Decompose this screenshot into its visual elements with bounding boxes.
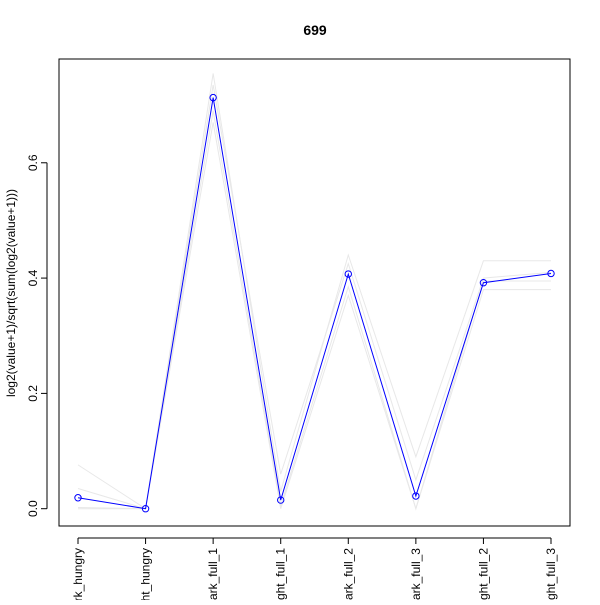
x-tick-label: light_full_3 <box>544 548 558 600</box>
data-point <box>141 505 150 513</box>
data-point <box>209 93 217 102</box>
series-line-main <box>77 97 552 510</box>
x-tick-label: dark_hungry <box>71 548 85 600</box>
plot-frame <box>58 58 571 527</box>
data-point <box>277 496 285 504</box>
y-tick-label: 0.0 <box>26 500 40 517</box>
x-tick-label: light_full_2 <box>476 548 490 600</box>
x-tick-label: dark_full_3 <box>409 548 423 600</box>
data-point <box>479 278 488 287</box>
x-tick-label: dark_full_2 <box>341 548 355 600</box>
y-tick-label: 0.2 <box>26 385 40 402</box>
y-tick-label: 0.4 <box>26 269 40 286</box>
data-point <box>547 269 555 278</box>
x-tick-label: dark_full_1 <box>206 548 220 600</box>
data-point <box>344 270 352 278</box>
x-tick-label: light_full_1 <box>274 548 288 600</box>
plot-area: 0.0 0.2 0.4 0.6 dark_hungry light_hungry dark_… <box>26 58 571 605</box>
data-point <box>412 492 420 500</box>
y-tick-label: 0.6 <box>26 154 40 171</box>
chart-title: 699 <box>303 22 327 38</box>
data-point <box>74 494 82 502</box>
y-axis-label: log2(value+1)/sqrt(sum(log2(value+1))) <box>4 189 18 397</box>
x-tick-label: light_hungry <box>139 548 153 600</box>
